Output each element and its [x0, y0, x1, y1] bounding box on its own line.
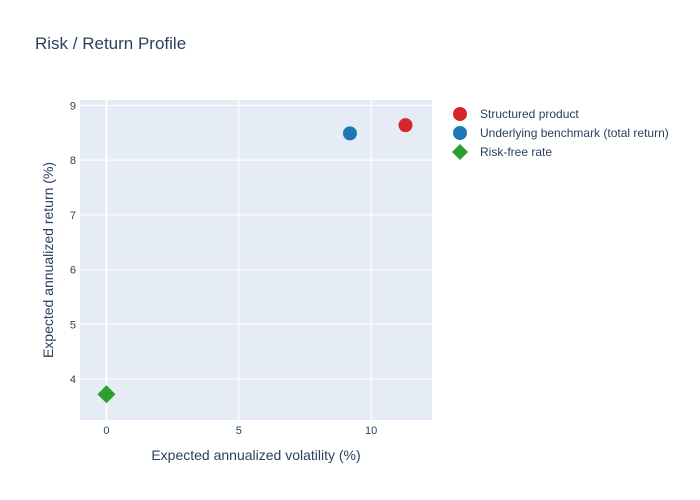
data-point-diamond — [97, 385, 116, 404]
x-tick-label: 10 — [365, 425, 377, 437]
y-axis-title: Expected annualized return (%) — [40, 162, 56, 358]
legend-diamond-icon — [452, 144, 468, 160]
x-tick-label: 5 — [236, 425, 242, 437]
legend-label: Structured product — [480, 107, 579, 121]
grid-lines — [80, 100, 432, 420]
legend-label: Risk-free rate — [480, 145, 552, 159]
y-tick-label: 7 — [70, 210, 76, 222]
plot-area — [80, 100, 432, 420]
legend-circle-icon — [453, 126, 467, 140]
x-axis-title: Expected annualized volatility (%) — [151, 447, 360, 463]
x-tick-label: 0 — [103, 425, 109, 437]
legend-label: Underlying benchmark (total return) — [480, 126, 669, 140]
y-tick-label: 9 — [70, 100, 76, 112]
data-point — [398, 118, 413, 133]
data-point — [342, 126, 357, 141]
y-axis-ticks: 4 5 6 7 8 9 — [70, 100, 76, 386]
y-tick-label: 4 — [70, 374, 76, 386]
legend-circle-icon — [453, 107, 467, 121]
legend: Structured product Underlying benchmark (… — [452, 107, 669, 160]
y-tick-label: 8 — [70, 155, 76, 167]
chart-title: Risk / Return Profile — [35, 34, 186, 53]
data-points — [97, 118, 413, 404]
y-tick-label: 6 — [70, 265, 76, 277]
x-axis-ticks: 0 5 10 — [103, 425, 377, 437]
y-tick-label: 5 — [70, 319, 76, 331]
